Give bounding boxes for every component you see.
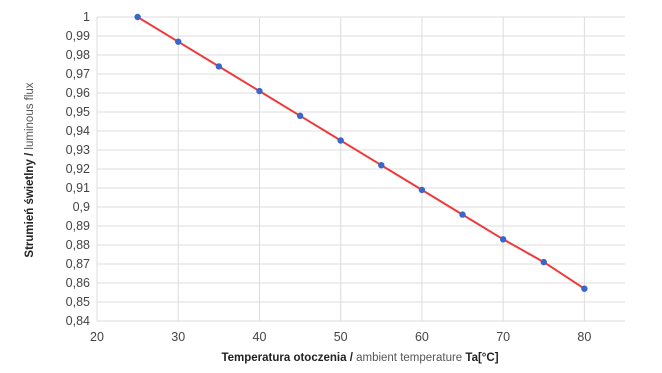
- y-tick-label: 0,9: [73, 200, 90, 214]
- data-point: [175, 38, 182, 45]
- y-tick-label: 0,92: [66, 162, 90, 176]
- y-tick-label: 0,97: [66, 67, 90, 81]
- y-tick-label: 0,96: [66, 86, 90, 100]
- y-tick-label: 0,95: [66, 105, 90, 119]
- data-point: [378, 162, 385, 169]
- y-tick-label: 0,85: [66, 295, 90, 309]
- data-point: [459, 211, 466, 218]
- x-tick-label: 60: [415, 330, 429, 344]
- y-tick-label: 0,87: [66, 257, 90, 271]
- x-axis-label: Temperatura otoczenia / ambient temperat…: [221, 352, 499, 364]
- data-point: [581, 285, 588, 292]
- grid-lines: [96, 16, 625, 322]
- x-tick-label: 80: [577, 330, 591, 344]
- data-point: [499, 236, 507, 243]
- y-tick-label: 0,94: [66, 124, 90, 138]
- y-tick-label: 0,88: [66, 238, 90, 252]
- y-tick-label: 0,84: [66, 314, 90, 328]
- y-tick-label: 0,89: [66, 219, 90, 233]
- data-point: [296, 112, 304, 120]
- series-line: [137, 16, 585, 290]
- data-point: [337, 137, 344, 144]
- y-tick-label: 1: [83, 10, 90, 24]
- y-tick-label: 0,99: [66, 29, 90, 43]
- y-tick-label: 0,86: [66, 276, 90, 290]
- y-tick-label: 0,91: [66, 181, 90, 195]
- data-point: [215, 63, 223, 70]
- y-tick-label: 0,93: [66, 143, 90, 157]
- axis-ticks: 0,84 0,85 0,86 0,87 0,88 0,89 0,9 0,91 0,92 0,93 0…: [66, 10, 592, 344]
- data-point: [540, 258, 547, 266]
- x-tick-label: 50: [334, 330, 348, 344]
- data-point: [134, 13, 141, 21]
- series-layer: [134, 13, 588, 292]
- x-tick-label: 40: [253, 330, 267, 344]
- x-tick-label: 30: [171, 330, 185, 344]
- y-tick-label: 0,98: [66, 48, 90, 62]
- y-axis-label: Strumień świetlny / luminous flux: [24, 82, 36, 258]
- x-tick-label: 20: [90, 330, 104, 344]
- data-point: [418, 186, 426, 194]
- x-tick-label: 70: [496, 330, 510, 344]
- data-point: [256, 87, 263, 95]
